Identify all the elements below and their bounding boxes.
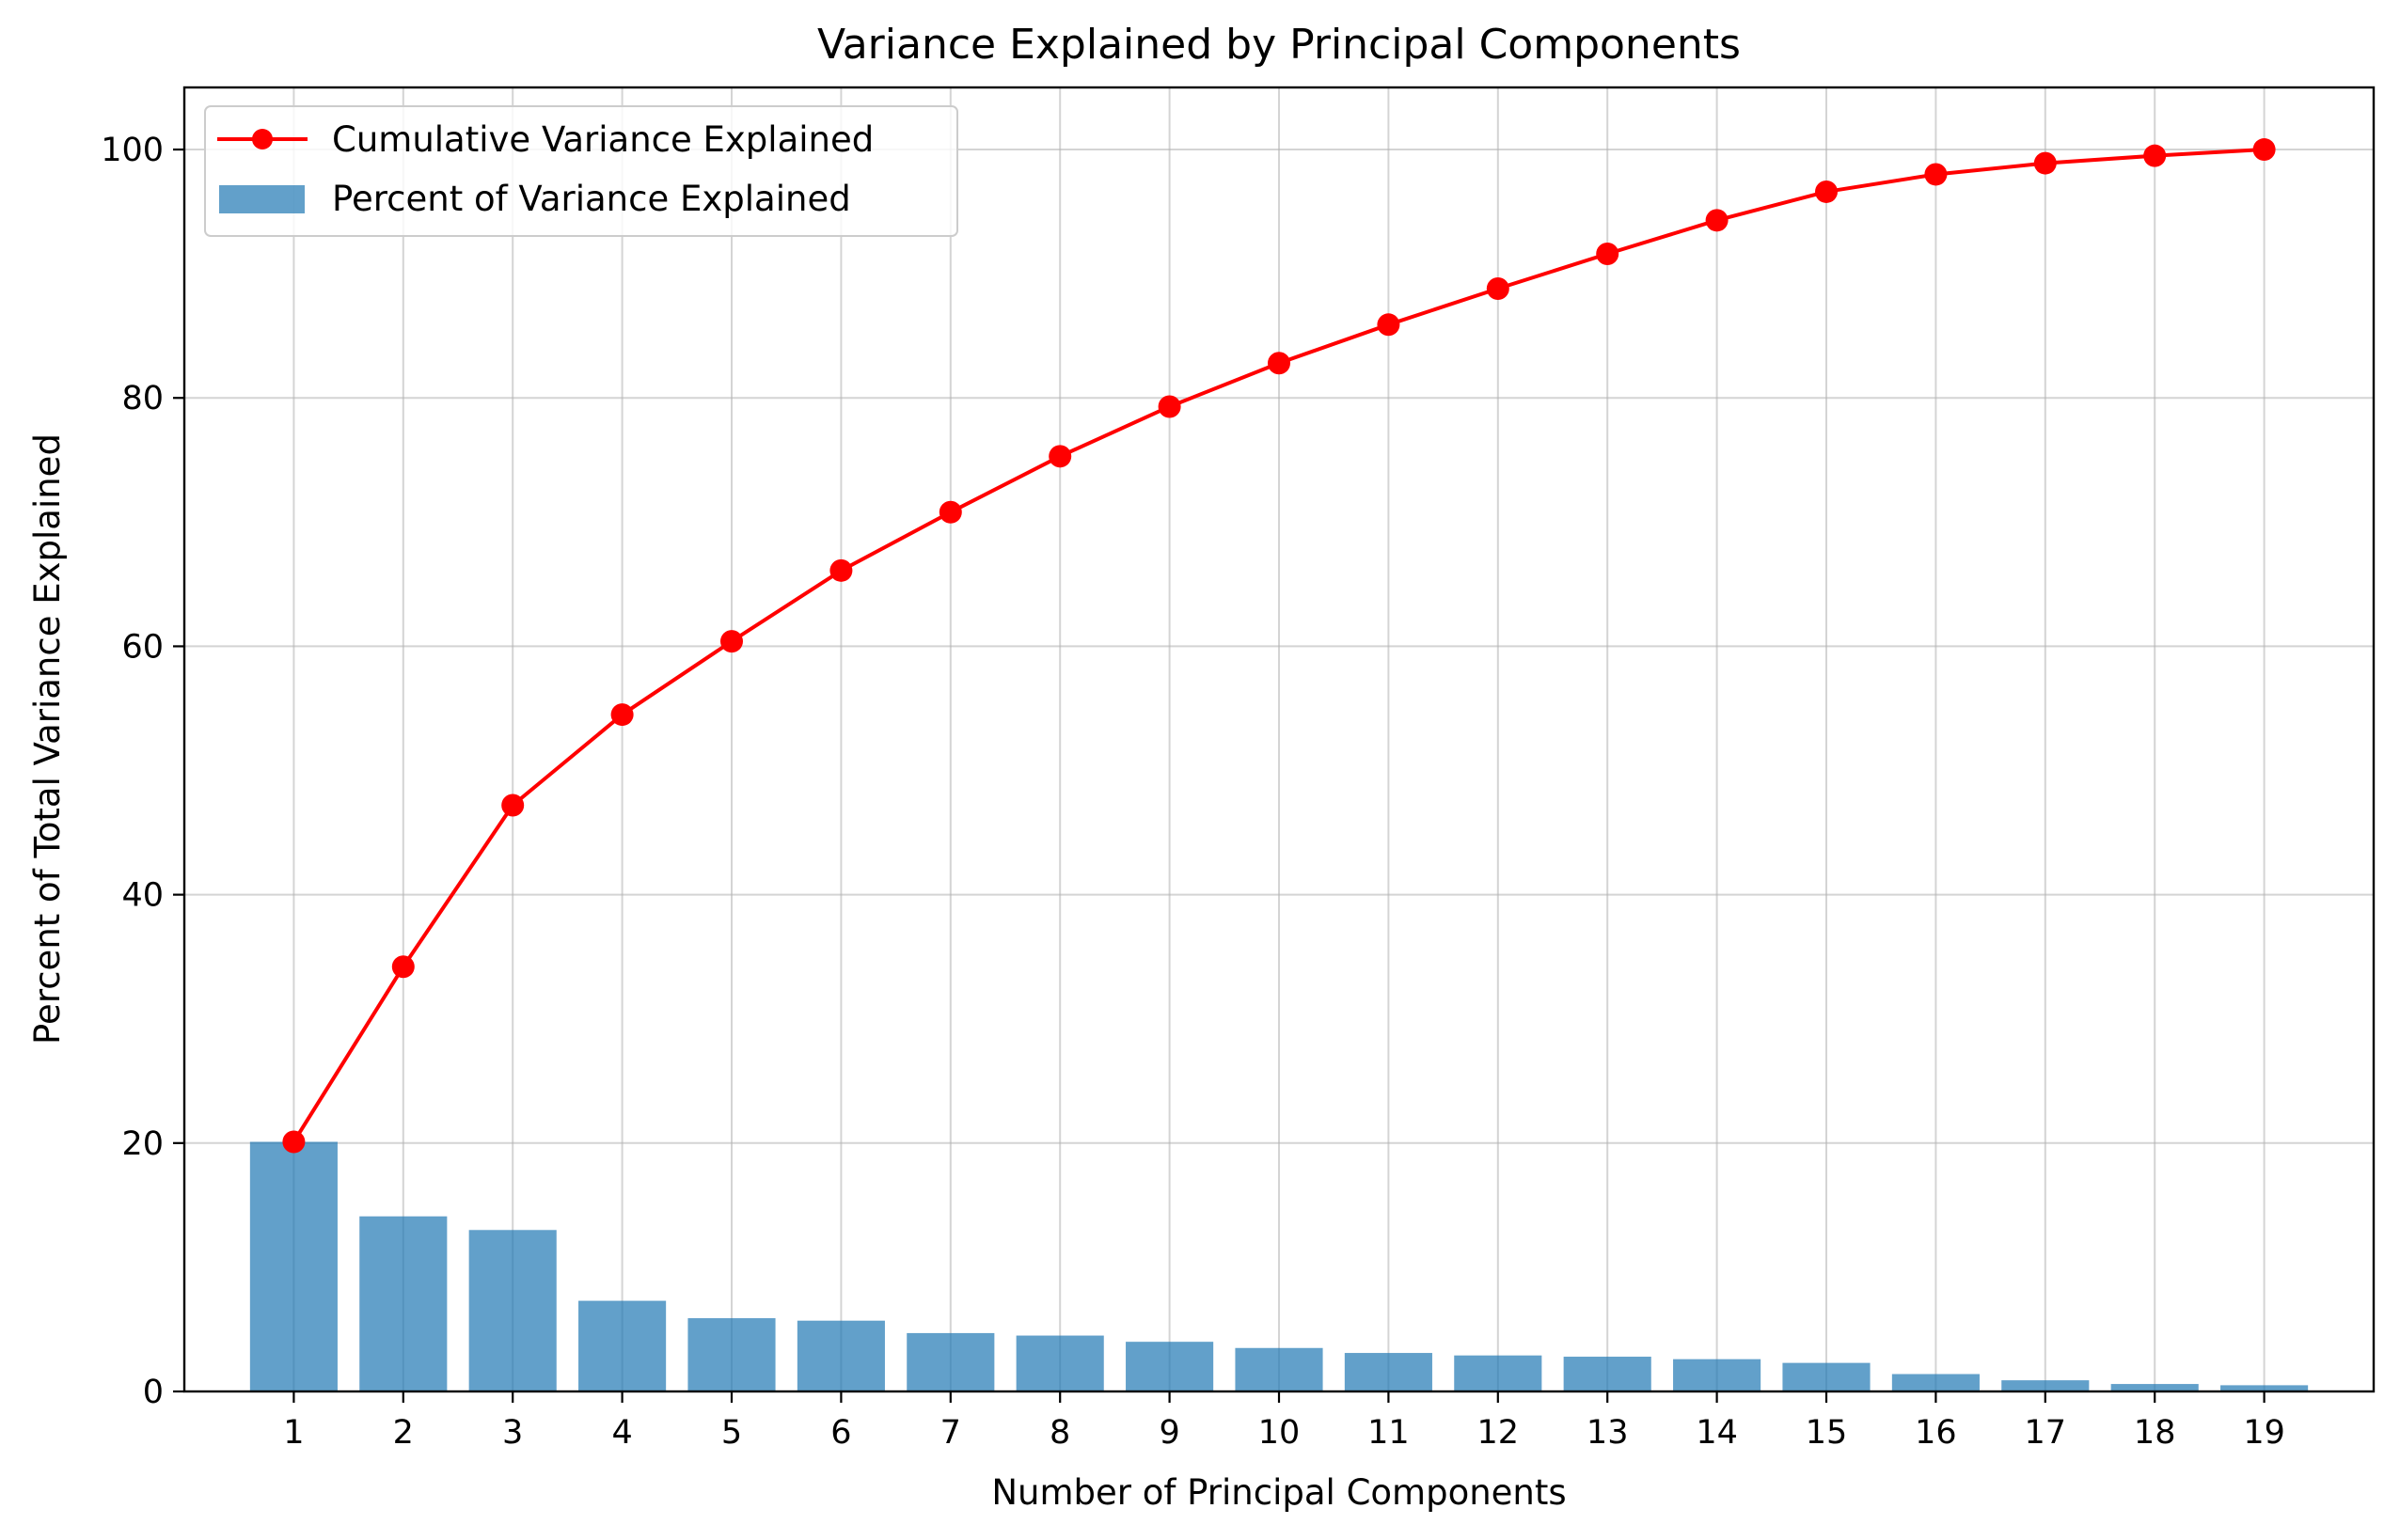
variance-bar [1235,1347,1323,1391]
cumulative-point [1924,163,1948,186]
cumulative-point [2252,138,2276,162]
x-tick-label: 8 [1050,1414,1070,1452]
legend-box [204,105,958,237]
x-tick-label: 6 [830,1414,851,1452]
cumulative-point [391,955,415,979]
variance-bar [359,1216,448,1391]
variance-bar [468,1230,557,1391]
cumulative-point [1596,243,1619,266]
x-tick-label: 14 [1696,1414,1738,1452]
x-tick-label: 4 [611,1414,632,1452]
y-tick-label: 0 [143,1374,164,1411]
cumulative-point [1815,180,1838,203]
variance-bar [1126,1342,1214,1391]
cumulative-point [1486,276,1509,300]
x-tick-label: 11 [1367,1414,1410,1452]
cumulative-point [1158,395,1181,418]
y-tick-label: 20 [121,1125,164,1163]
x-tick-label: 9 [1159,1414,1179,1452]
variance-bar [1563,1357,1651,1391]
cumulative-point [720,630,743,653]
grid-lines [184,87,2374,1392]
variance-bar [1782,1362,1871,1391]
x-axis-label: Number of Principal Components [991,1472,1566,1513]
y-axis-label: Percent of Total Variance Explained [27,433,68,1045]
y-tick-label: 40 [121,877,164,915]
variance-bar [1016,1335,1104,1391]
variance-bar [1673,1359,1761,1391]
variance-bar [2220,1385,2309,1391]
legend-label-percent: Percent of Variance Explained [332,179,851,219]
y-axis-ticks: 0 20 40 60 80 100 [101,132,184,1411]
variance-bar [2001,1380,2090,1391]
cumulative-point [939,500,962,524]
x-tick-label: 15 [1806,1414,1848,1452]
y-tick-label: 100 [101,132,164,169]
variance-bar [1891,1374,1980,1391]
x-axis-ticks: 1 2 3 4 5 6 7 8 9 10 11 12 13 14 15 16 17 18 19 [283,1391,2285,1452]
cumulative-point [610,703,634,727]
line-series [282,138,2276,1154]
x-tick-label: 16 [1915,1414,1957,1452]
x-tick-label: 1 [283,1414,304,1452]
x-tick-label: 12 [1477,1414,1520,1452]
x-tick-label: 5 [721,1414,742,1452]
cumulative-point [2033,151,2057,175]
cumulative-point [1049,445,1072,468]
cumulative-point [1268,352,1290,375]
variance-bar [1454,1355,1542,1391]
y-tick-label: 60 [121,628,164,666]
cumulative-point [1705,209,1729,232]
cumulative-point [282,1130,306,1154]
x-tick-label: 10 [1258,1414,1301,1452]
cumulative-point [2143,144,2167,167]
x-tick-label: 2 [393,1414,414,1452]
x-tick-label: 13 [1587,1414,1629,1452]
variance-bar [907,1332,995,1391]
variance-bar [578,1300,667,1391]
legend: Cumulative Variance Explained Percent of… [204,105,958,237]
x-tick-label: 3 [502,1414,523,1452]
legend-label-cumulative: Cumulative Variance Explained [332,119,874,160]
variance-bar [797,1320,885,1391]
cumulative-point [829,558,853,582]
bar-series [249,1141,2309,1391]
x-tick-label: 18 [2134,1414,2176,1452]
legend-bar-swatch [219,185,305,213]
variance-bar [1344,1353,1432,1391]
chart-title: Variance Explained by Principal Componen… [817,21,1741,69]
x-tick-label: 19 [2243,1414,2285,1452]
variance-bar [2110,1384,2199,1391]
variance-bar [687,1318,776,1391]
y-tick-label: 80 [121,380,164,417]
legend-marker-swatch [252,129,273,149]
cumulative-point [501,794,525,817]
x-tick-label: 7 [940,1414,961,1452]
x-tick-label: 17 [2025,1414,2067,1452]
variance-bar [249,1141,338,1391]
cumulative-point [1377,313,1400,337]
